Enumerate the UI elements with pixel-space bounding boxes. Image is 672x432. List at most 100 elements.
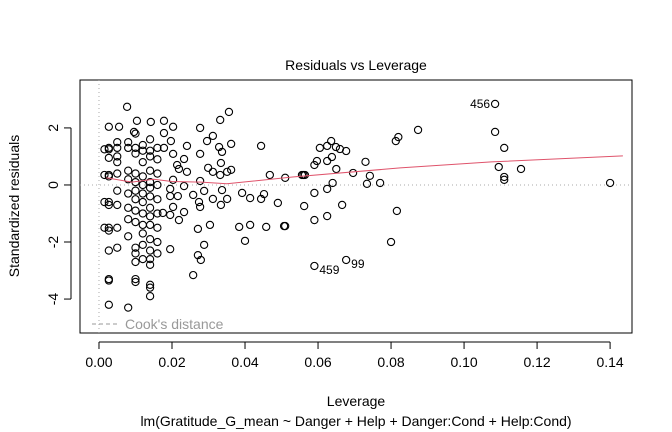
data-point: [245, 193, 255, 203]
data-point: [124, 232, 133, 241]
data-point: [138, 157, 147, 167]
data-point: [195, 149, 205, 159]
data-point: [131, 249, 140, 258]
data-point: [394, 132, 403, 142]
point-label-459: 459: [319, 263, 339, 277]
data-point: [138, 240, 147, 250]
data-point: [166, 191, 175, 201]
data-point: [145, 177, 155, 187]
data-point: [158, 208, 168, 218]
data-point: [100, 170, 109, 180]
data-point: [310, 188, 319, 198]
data-point: [195, 176, 205, 186]
data-point: [172, 160, 182, 170]
data-point: [113, 200, 122, 210]
data-point: [113, 138, 122, 147]
data-point: [145, 203, 155, 212]
data-point: [138, 254, 147, 264]
data-point: [500, 172, 509, 182]
data-point: [131, 195, 140, 204]
data-point: [131, 274, 140, 284]
data-point: [605, 178, 615, 188]
data-point: [131, 186, 140, 195]
data-point: [104, 122, 113, 131]
data-point: [226, 139, 236, 149]
data-point: [113, 157, 122, 167]
data-point: [131, 243, 140, 252]
data-point: [323, 156, 332, 166]
data-point: [328, 178, 337, 188]
data-point: [153, 249, 162, 258]
data-point: [124, 303, 133, 312]
data-point: [256, 141, 266, 151]
data-point: [332, 164, 341, 174]
data-point: [323, 211, 332, 221]
data-point: [196, 255, 205, 265]
subtitle: lm(Gratitude_G_mean ~ Danger + Help + Da…: [140, 413, 571, 429]
data-point: [145, 183, 155, 192]
data-point: [138, 229, 147, 238]
data-point: [153, 143, 162, 153]
data-point: [166, 210, 175, 220]
data-point: [104, 197, 113, 207]
data-point: [216, 200, 226, 210]
data-point: [375, 178, 385, 188]
data-point: [337, 200, 347, 210]
data-point: [159, 116, 169, 125]
data-point: [153, 195, 162, 204]
data-point: [208, 194, 218, 204]
data-point: [138, 220, 147, 230]
data-point: [235, 222, 244, 232]
data-point: [273, 198, 283, 208]
data-point: [335, 144, 345, 154]
data-point: [153, 169, 162, 178]
data-point: [195, 123, 205, 133]
data-point: [145, 283, 155, 292]
data-point: [217, 185, 227, 195]
x-tick-label: 0.12: [523, 354, 550, 370]
data-point: [100, 145, 109, 154]
data-point: [138, 140, 147, 150]
data-point: [195, 202, 205, 212]
data-point: [222, 167, 232, 176]
data-point: [500, 143, 509, 153]
data-point: [104, 153, 113, 163]
data-point: [265, 170, 274, 180]
data-point: [104, 246, 113, 255]
data-point: [174, 164, 184, 174]
data-point: [312, 156, 322, 166]
data-point: [166, 136, 176, 146]
data-point: [159, 143, 169, 153]
data-point: [113, 223, 122, 232]
data-point: [131, 217, 140, 227]
data-point: [256, 194, 266, 204]
data-point: [100, 223, 109, 232]
data-point: [237, 188, 247, 198]
data-point: [194, 197, 204, 207]
data-point: [494, 162, 503, 172]
data-point: [226, 165, 236, 174]
y-tick-label: -4: [45, 293, 61, 306]
data-point: [386, 237, 396, 247]
data-point: [224, 107, 234, 117]
y-axis: -4 -2 0 2: [45, 124, 72, 306]
y-tick-label: 2: [45, 124, 61, 132]
data-point: [145, 235, 155, 244]
data-point: [168, 175, 178, 184]
data-point: [189, 190, 198, 200]
data-point: [145, 146, 155, 155]
x-axis-label: Leverage: [327, 393, 386, 409]
data-point: [131, 169, 140, 178]
x-tick-label: 0.06: [304, 354, 331, 370]
data-point: [182, 167, 192, 176]
data-point: [297, 170, 307, 180]
data-point: [113, 169, 122, 178]
data-point: [281, 221, 290, 231]
data-point: [490, 127, 500, 137]
data-point: [132, 116, 142, 125]
data-point: [113, 143, 122, 153]
data-point: [124, 203, 133, 212]
data-point: [315, 143, 325, 153]
data-point: [516, 164, 526, 174]
